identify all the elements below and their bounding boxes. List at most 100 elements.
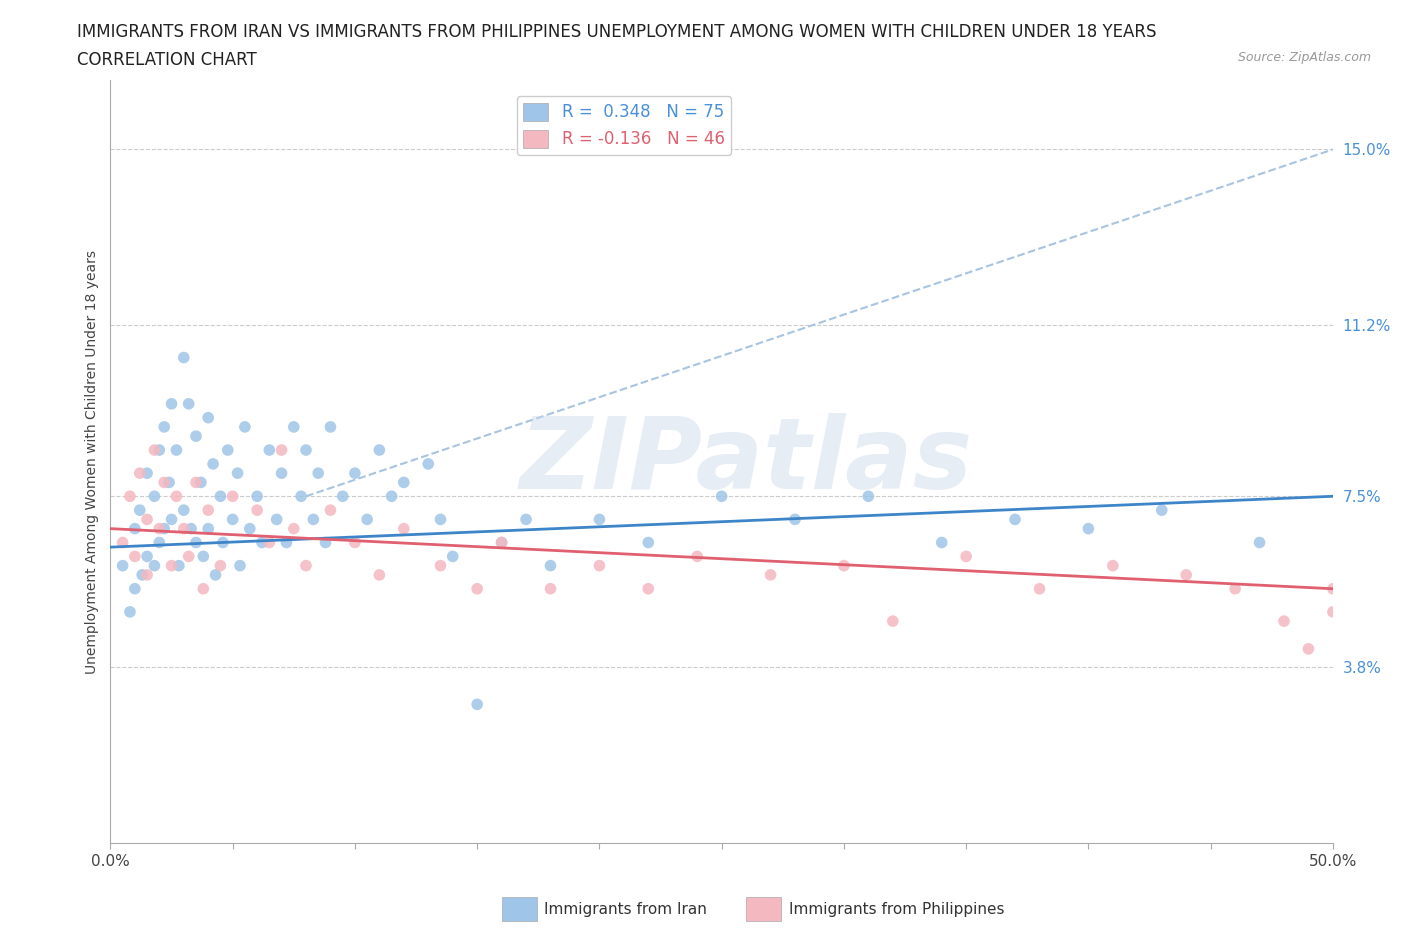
- Point: [343, 535, 366, 550]
- Point: [197, 503, 219, 518]
- Point: [180, 521, 202, 536]
- Point: [955, 549, 977, 564]
- Text: CORRELATION CHART: CORRELATION CHART: [77, 51, 257, 69]
- Point: [356, 512, 378, 526]
- Point: [143, 443, 166, 458]
- Point: [118, 604, 141, 619]
- Point: [1150, 503, 1173, 518]
- Point: [128, 503, 150, 518]
- Point: [392, 521, 415, 536]
- Point: [637, 535, 659, 550]
- Point: [1322, 604, 1344, 619]
- Point: [637, 581, 659, 596]
- Point: [131, 567, 153, 582]
- Point: [858, 489, 880, 504]
- Point: [381, 489, 404, 504]
- Point: [193, 549, 215, 564]
- Point: [290, 489, 312, 504]
- Point: [193, 581, 215, 596]
- Point: [229, 558, 252, 573]
- Point: [1028, 581, 1050, 596]
- Point: [266, 512, 288, 526]
- Point: [202, 457, 225, 472]
- Point: [465, 581, 488, 596]
- Point: [429, 558, 451, 573]
- Point: [111, 558, 134, 573]
- Point: [1077, 521, 1099, 536]
- Point: [1102, 558, 1125, 573]
- Point: [184, 429, 207, 444]
- Point: [429, 512, 451, 526]
- Point: [165, 443, 187, 458]
- Text: Immigrants from Philippines: Immigrants from Philippines: [789, 902, 1004, 917]
- Point: [197, 410, 219, 425]
- Point: [1272, 614, 1295, 629]
- Point: [783, 512, 806, 526]
- Point: [759, 567, 782, 582]
- Point: [173, 350, 195, 365]
- Point: [184, 475, 207, 490]
- Point: [276, 535, 298, 550]
- Point: [160, 558, 183, 573]
- Point: [124, 521, 146, 536]
- Point: [177, 396, 200, 411]
- Point: [246, 503, 269, 518]
- Point: [1298, 642, 1320, 657]
- Point: [259, 443, 281, 458]
- Point: [148, 443, 170, 458]
- Point: [246, 489, 269, 504]
- Point: [239, 521, 262, 536]
- Point: [226, 466, 249, 481]
- Point: [295, 558, 318, 573]
- Point: [111, 535, 134, 550]
- Point: [515, 512, 537, 526]
- Point: [221, 489, 243, 504]
- Point: [217, 443, 239, 458]
- Point: [209, 489, 232, 504]
- Point: [295, 443, 318, 458]
- Point: [167, 558, 190, 573]
- Point: [124, 581, 146, 596]
- Point: [491, 535, 513, 550]
- Point: [128, 466, 150, 481]
- Text: Source: ZipAtlas.com: Source: ZipAtlas.com: [1237, 51, 1371, 64]
- Point: [588, 512, 610, 526]
- Point: [882, 614, 904, 629]
- Point: [153, 419, 176, 434]
- Point: [197, 521, 219, 536]
- Point: [221, 512, 243, 526]
- Point: [1004, 512, 1026, 526]
- Point: [1322, 581, 1344, 596]
- Point: [1249, 535, 1271, 550]
- Point: [233, 419, 256, 434]
- Point: [588, 558, 610, 573]
- Point: [270, 443, 292, 458]
- Point: [302, 512, 325, 526]
- Point: [136, 466, 159, 481]
- Point: [204, 567, 226, 582]
- Point: [307, 466, 329, 481]
- Point: [136, 567, 159, 582]
- Point: [319, 419, 342, 434]
- Point: [710, 489, 733, 504]
- Point: [136, 549, 159, 564]
- Point: [148, 535, 170, 550]
- Point: [259, 535, 281, 550]
- Text: ZIPatlas: ZIPatlas: [520, 413, 973, 510]
- Point: [368, 567, 391, 582]
- Legend: R =  0.348   N = 75, R = -0.136   N = 46: R = 0.348 N = 75, R = -0.136 N = 46: [516, 96, 731, 155]
- Point: [118, 489, 141, 504]
- Point: [540, 558, 562, 573]
- Point: [173, 521, 195, 536]
- Point: [832, 558, 855, 573]
- Point: [686, 549, 709, 564]
- Text: IMMIGRANTS FROM IRAN VS IMMIGRANTS FROM PHILIPPINES UNEMPLOYMENT AMONG WOMEN WIT: IMMIGRANTS FROM IRAN VS IMMIGRANTS FROM …: [77, 23, 1157, 41]
- Point: [931, 535, 953, 550]
- Point: [184, 535, 207, 550]
- Point: [283, 419, 305, 434]
- Point: [1223, 581, 1246, 596]
- Point: [165, 489, 187, 504]
- Point: [540, 581, 562, 596]
- Point: [1175, 567, 1198, 582]
- Point: [283, 521, 305, 536]
